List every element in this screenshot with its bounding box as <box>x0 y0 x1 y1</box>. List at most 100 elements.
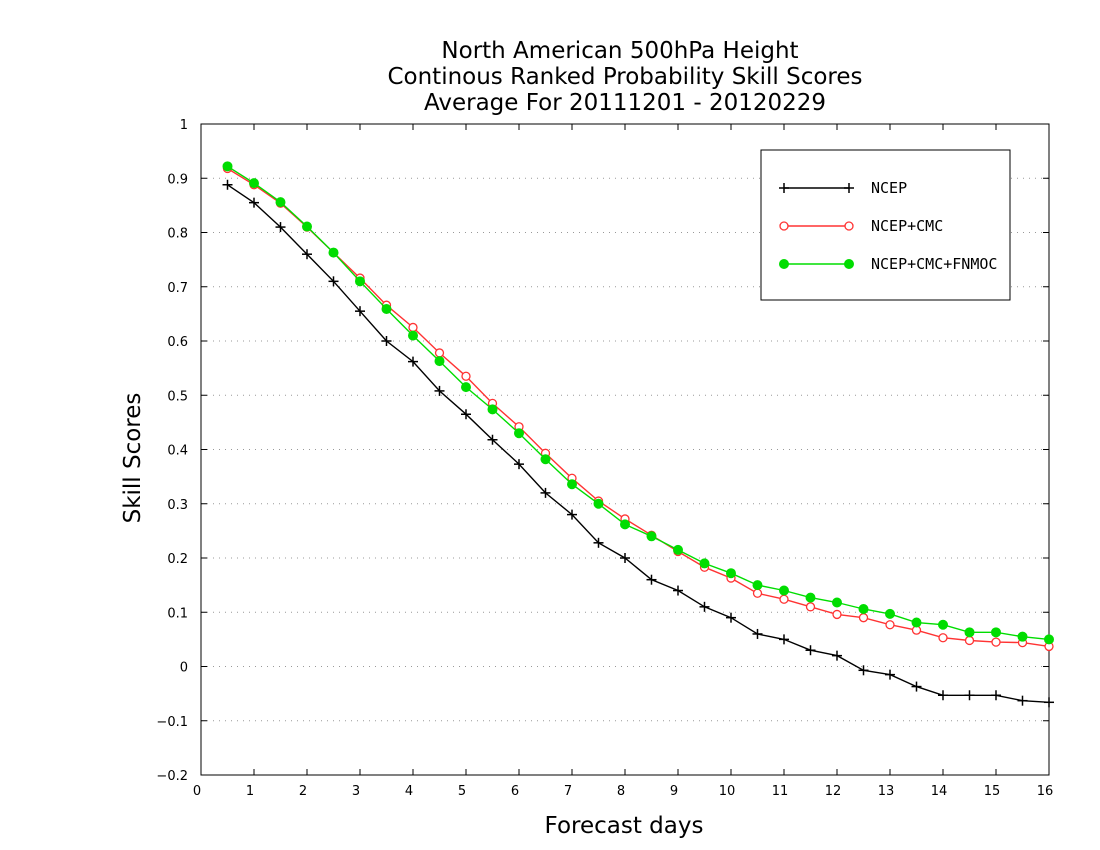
x-tick-label: 4 <box>405 784 413 799</box>
y-tick-label: −0.2 <box>156 769 188 784</box>
data-point-ncep-cmc <box>991 637 1001 647</box>
x-tick-label: 10 <box>719 784 736 799</box>
y-tick-label: 0.4 <box>167 444 188 459</box>
x-tick-label: 14 <box>931 784 948 799</box>
y-tick-label: 1 <box>180 118 188 133</box>
series-ncep <box>222 179 1054 708</box>
legend-entry-ncep-cmc-fnmoc: NCEP+CMC+FNMOC <box>779 255 997 273</box>
data-point-ncep <box>249 197 259 208</box>
data-point-ncep <box>726 612 736 623</box>
data-point-ncep-cmc-fnmoc <box>355 276 365 287</box>
data-point-ncep <box>779 634 789 645</box>
x-tick-label: 7 <box>564 784 572 799</box>
data-point-ncep-cmc-fnmoc <box>381 303 392 314</box>
data-point-ncep-cmc-fnmoc <box>1044 634 1054 645</box>
data-point-ncep <box>805 645 816 656</box>
data-point-ncep-cmc-fnmoc <box>249 178 259 189</box>
x-axis-label: Forecast days <box>545 813 704 839</box>
legend-marker <box>779 183 789 193</box>
data-point-ncep <box>461 409 471 420</box>
data-point-ncep <box>699 601 710 612</box>
data-point-ncep-cmc-fnmoc <box>991 627 1001 638</box>
x-tick-label: 8 <box>617 784 625 799</box>
data-point-ncep <box>593 537 604 548</box>
x-tick-label: 1 <box>246 784 254 799</box>
x-tick-label: 15 <box>984 784 1001 799</box>
legend-label: NCEP+CMC <box>871 217 943 235</box>
data-point-ncep-cmc-fnmoc <box>911 617 922 628</box>
data-point-ncep <box>355 306 365 317</box>
legend-marker <box>844 221 854 231</box>
y-tick-label: 0.9 <box>167 172 188 187</box>
data-point-ncep <box>302 249 312 260</box>
data-point-ncep-cmc-fnmoc <box>938 619 948 630</box>
y-tick-label: 0.5 <box>167 389 188 404</box>
data-point-ncep <box>991 690 1001 701</box>
y-axis-label: Skill Scores <box>120 393 146 524</box>
data-point-ncep <box>487 434 498 445</box>
data-point-ncep <box>646 574 657 585</box>
data-point-ncep-cmc-fnmoc <box>434 356 445 367</box>
data-point-ncep-cmc-fnmoc <box>832 597 842 608</box>
legend-label: NCEP <box>871 179 907 197</box>
title-line-2: Continous Ranked Probability Skill Score… <box>387 64 862 90</box>
x-tick-label: 16 <box>1037 784 1054 799</box>
y-tick-label: 0.6 <box>167 335 188 350</box>
data-point-ncep-cmc-fnmoc <box>752 580 763 591</box>
data-point-ncep-cmc-fnmoc <box>673 544 683 555</box>
x-tick-label: 6 <box>511 784 519 799</box>
data-point-ncep-cmc-fnmoc <box>726 568 736 579</box>
data-point-ncep-cmc-fnmoc <box>964 627 975 638</box>
data-point-ncep <box>1017 695 1028 706</box>
x-tick-label: 2 <box>299 784 307 799</box>
y-tick-label: 0.2 <box>167 552 188 567</box>
x-tick-label: 3 <box>352 784 360 799</box>
data-point-ncep <box>408 356 418 367</box>
chart-title: North American 500hPa Height Continous R… <box>387 38 862 116</box>
series-ncep-cmc-fnmoc <box>222 161 1054 645</box>
data-point-ncep-cmc-fnmoc <box>302 221 312 232</box>
data-point-ncep <box>222 179 233 190</box>
y-tick-label: 0.3 <box>167 498 188 513</box>
data-point-ncep <box>858 665 869 676</box>
x-axis: 0 1 2 3 4 5 6 7 8 9 10 11 12 13 14 15 16 <box>193 124 1053 799</box>
y-tick-label: −0.1 <box>156 715 188 730</box>
legend-box <box>760 149 1011 301</box>
legend-label: NCEP+CMC+FNMOC <box>871 255 997 273</box>
data-point-ncep-cmc-fnmoc <box>275 197 286 208</box>
data-point-ncep-cmc-fnmoc <box>408 330 418 341</box>
data-point-ncep <box>964 690 975 701</box>
legend-marker <box>779 259 789 269</box>
data-point-ncep-cmc <box>858 613 869 623</box>
x-tick-label: 0 <box>193 784 201 799</box>
data-point-ncep-cmc-fnmoc <box>461 382 471 393</box>
data-point-ncep <box>328 276 339 287</box>
legend: NCEP NCEP+CMC NCEP+CMC+FNMOC <box>760 149 1011 301</box>
data-point-ncep-cmc-fnmoc <box>805 592 816 603</box>
x-tick-label: 5 <box>458 784 466 799</box>
data-point-ncep <box>1044 697 1054 708</box>
legend-entries: NCEP NCEP+CMC NCEP+CMC+FNMOC <box>779 179 997 273</box>
y-tick-label: 0.7 <box>167 281 188 296</box>
data-point-ncep-cmc <box>752 588 763 598</box>
data-point-ncep-cmc <box>461 371 471 381</box>
title-line-1: North American 500hPa Height <box>441 38 798 64</box>
legend-entry-ncep-cmc: NCEP+CMC <box>779 217 943 235</box>
data-point-ncep-cmc <box>805 602 816 612</box>
x-tick-label: 9 <box>670 784 678 799</box>
data-point-ncep-cmc-fnmoc <box>540 454 551 465</box>
y-tick-label: 0 <box>180 661 188 676</box>
y-axis: −0.2 −0.1 0 0.1 0.2 0.3 0.4 0.5 0.6 0.7 0.8 0.9 1 <box>156 118 1049 784</box>
data-point-ncep <box>514 459 524 470</box>
data-point-ncep <box>938 690 948 701</box>
data-point-ncep <box>885 669 895 680</box>
data-point-ncep <box>434 385 445 396</box>
data-point-ncep-cmc-fnmoc <box>328 247 339 258</box>
data-point-ncep-cmc-fnmoc <box>858 603 869 614</box>
data-point-ncep <box>620 553 630 563</box>
data-point-ncep <box>673 585 683 596</box>
data-point-ncep-cmc-fnmoc <box>699 558 710 569</box>
data-point-ncep-cmc <box>832 609 842 620</box>
data-point-ncep-cmc-fnmoc <box>620 519 630 530</box>
